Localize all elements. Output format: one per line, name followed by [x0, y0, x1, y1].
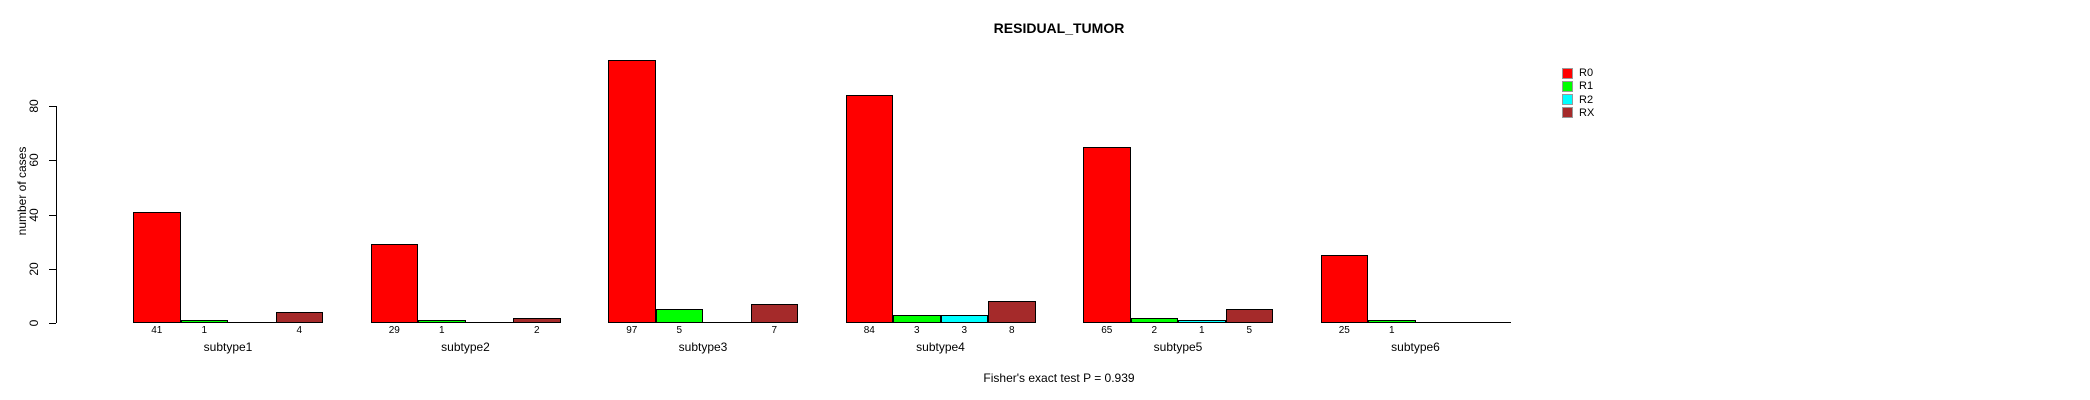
bar-R1-subtype4: [893, 315, 941, 323]
legend-item-R2: R2: [1562, 94, 1593, 106]
bar-RX-subtype3: [750, 304, 798, 323]
bar-R1-subtype5: [1130, 318, 1178, 323]
legend-label: R2: [1579, 93, 1594, 106]
x-category-label: subtype3: [678, 340, 728, 354]
bar-value-label: 1: [438, 325, 445, 336]
legend-item-R0: R0: [1562, 67, 1593, 79]
legend-swatch-R0: [1562, 67, 1573, 79]
bar-RX-subtype6-zero: [1463, 322, 1511, 323]
y-tick-label: 20: [27, 262, 41, 276]
bar-RX-subtype4: [988, 301, 1036, 323]
legend-item-R1: R1: [1562, 80, 1593, 92]
bar-R1-subtype1: [180, 320, 228, 323]
bar-value-label: 1: [1388, 325, 1395, 336]
fisher-test-annotation: Fisher's exact test P = 0.939: [983, 371, 1135, 385]
bar-value-label: 8: [1008, 325, 1015, 336]
bar-value-label: 97: [626, 325, 638, 336]
y-axis-line: [56, 106, 57, 323]
bar-value-label: 41: [151, 325, 163, 336]
x-category-label: subtype6: [1391, 340, 1440, 354]
bar-value-label: 7: [771, 325, 778, 336]
legend-label: R1: [1579, 80, 1594, 93]
bar-value-label: 84: [863, 325, 875, 336]
bar-RX-subtype5: [1225, 309, 1273, 323]
bar-R0-subtype5: [1083, 147, 1131, 323]
legend-swatch-R2: [1562, 94, 1573, 106]
bar-R2-subtype4: [940, 315, 988, 323]
y-tick-label: 80: [27, 99, 41, 113]
bar-value-label: 4: [296, 325, 303, 336]
bar-R0-subtype2: [370, 244, 418, 323]
bar-R2-subtype2-zero: [465, 322, 513, 323]
bar-value-label: 3: [961, 325, 968, 336]
legend-label: R0: [1579, 67, 1594, 79]
bar-value-label: 25: [1338, 325, 1350, 336]
bar-R2-subtype5: [1178, 320, 1226, 323]
y-tick: [49, 323, 56, 324]
bar-value-label: 2: [1151, 325, 1158, 336]
bar-R1-subtype6: [1368, 320, 1416, 323]
legend-swatch-R1: [1562, 80, 1573, 92]
bar-value-label: 1: [1198, 325, 1205, 336]
chart-title: RESIDUAL_TUMOR: [993, 20, 1125, 36]
bar-value-label: 1: [201, 325, 208, 336]
bar-value-label: 65: [1101, 325, 1113, 336]
bar-R2-subtype1-zero: [228, 322, 276, 323]
y-tick: [49, 160, 56, 161]
legend-label: RX: [1579, 106, 1595, 119]
legend-swatch-RX: [1562, 107, 1573, 119]
bar-value-label: 29: [388, 325, 400, 336]
legend-item-RX: RX: [1562, 107, 1594, 119]
bar-RX-subtype2: [513, 318, 561, 323]
bar-R0-subtype4: [845, 95, 893, 323]
bar-RX-subtype1: [275, 312, 323, 323]
bar-R2-subtype6-zero: [1415, 322, 1463, 323]
y-tick-label: 40: [27, 208, 41, 222]
y-tick: [49, 106, 56, 107]
x-category-label: subtype5: [1153, 340, 1203, 354]
x-category-label: subtype1: [203, 340, 253, 354]
bar-value-label: 2: [533, 325, 540, 336]
x-category-label: subtype4: [916, 340, 965, 354]
y-tick: [49, 215, 56, 216]
bar-R1-subtype3: [655, 309, 703, 323]
bar-R1-subtype2: [418, 320, 466, 323]
bar-value-label: 3: [913, 325, 920, 336]
y-tick-label: 60: [27, 153, 41, 167]
bar-value-label: 5: [676, 325, 683, 336]
bar-R0-subtype6: [1320, 255, 1368, 323]
x-category-label: subtype2: [441, 340, 490, 354]
bar-R0-subtype1: [133, 212, 181, 323]
y-tick-label: 0: [27, 319, 41, 327]
bar-R0-subtype3: [608, 60, 656, 323]
y-tick: [49, 269, 56, 270]
bar-R2-subtype3-zero: [703, 322, 751, 323]
bar-value-label: 5: [1246, 325, 1253, 336]
